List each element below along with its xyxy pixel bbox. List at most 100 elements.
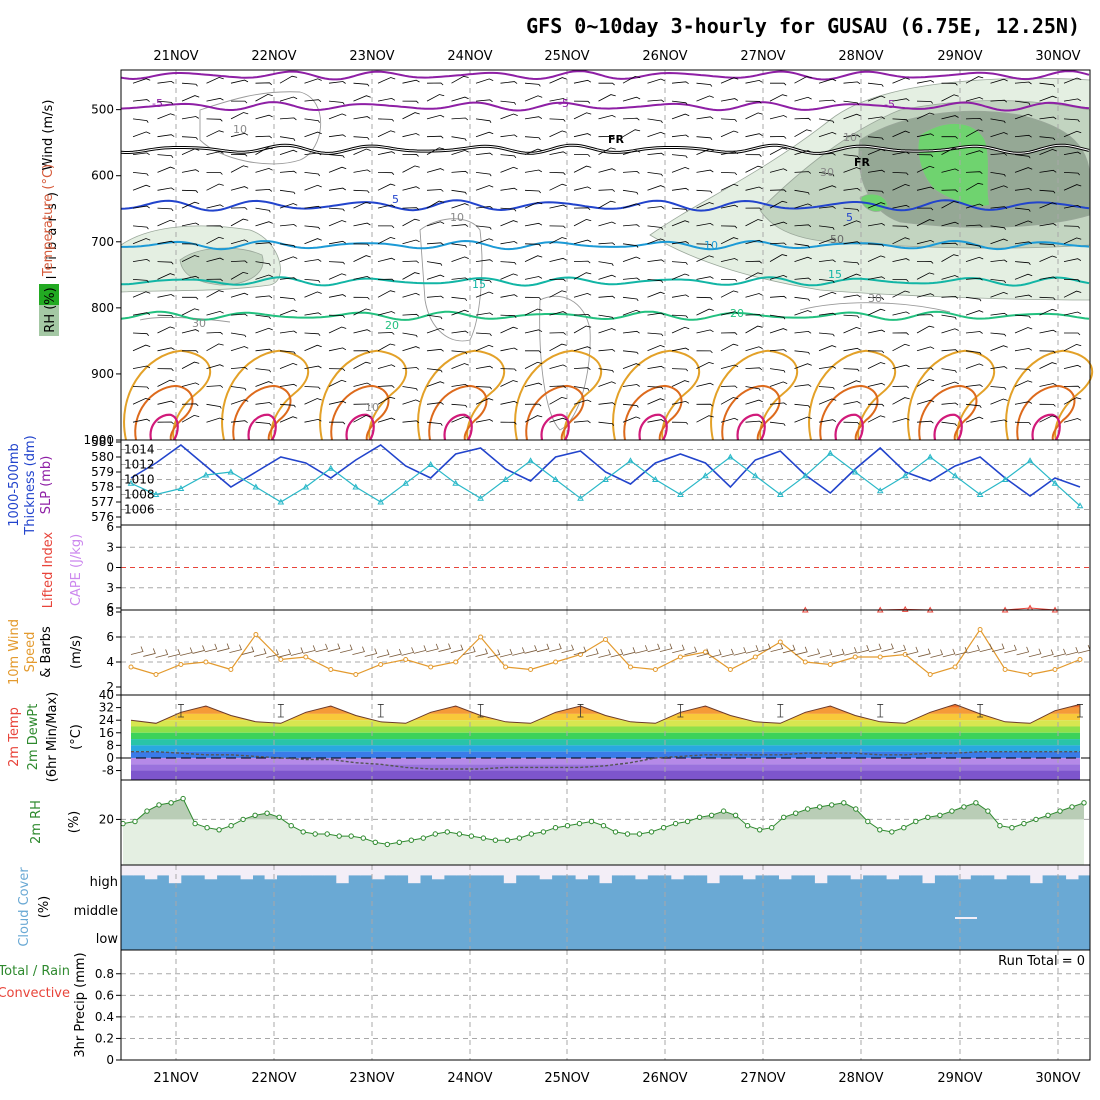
y-tick-label: 579 <box>91 465 114 479</box>
wind-barb <box>916 325 935 334</box>
date-labels-top: 21NOV 22NOV 23NOV 24NOV 25NOV 26NOV 27NOV 28NOV… <box>153 49 1080 64</box>
wind-barb <box>769 421 786 427</box>
wind-barb <box>818 312 836 316</box>
wind-barb <box>255 135 272 139</box>
cloud-high-gap <box>133 865 146 876</box>
rh2m-point <box>348 833 354 839</box>
wind10m-barb <box>573 646 587 656</box>
wind-barb <box>1014 421 1032 425</box>
wind-barb <box>353 243 370 247</box>
wind-barb <box>916 272 935 280</box>
temp-contour-minus5 <box>120 101 1090 112</box>
wind-barb <box>720 364 739 369</box>
wind10m-barb <box>413 645 427 654</box>
cloud-level-low: low <box>96 932 119 947</box>
wind-barb <box>647 398 665 405</box>
wind-barb <box>1014 220 1033 227</box>
wind10m-barb <box>991 643 1005 653</box>
wind-barb <box>475 279 492 283</box>
label-5-b: 5 <box>846 211 853 224</box>
wind-barb <box>549 257 567 262</box>
rh2m-point <box>997 823 1003 829</box>
wind10m-barb <box>352 646 365 655</box>
wind-barb <box>720 118 738 122</box>
temp-contour-35 <box>1031 413 1061 441</box>
wind-barb <box>426 327 445 334</box>
temp-contour-35 <box>247 413 277 441</box>
wind10m-barb <box>1028 648 1042 658</box>
slp-point <box>776 490 784 497</box>
wind-barb <box>157 421 174 425</box>
wind10m-point <box>852 654 858 660</box>
wind-barb <box>573 292 592 298</box>
wind-barb <box>451 350 468 355</box>
wind-barb <box>255 207 271 213</box>
wind-barb <box>1063 397 1082 405</box>
cloud-high-gap <box>886 865 899 880</box>
wind-barb <box>475 365 494 369</box>
temp-band <box>131 739 1080 746</box>
cloud-high-gap <box>671 865 684 880</box>
wind-barb <box>377 343 396 352</box>
wind-barb <box>892 332 909 336</box>
rh2m-point <box>228 823 234 829</box>
wind10m-point <box>652 667 658 672</box>
wind-barb <box>426 200 445 209</box>
date-label-top: 30NOV <box>1035 49 1080 64</box>
wind-barb <box>255 114 273 120</box>
temp-contour-35 <box>443 413 473 441</box>
wind-barb <box>769 221 788 227</box>
wind-barb <box>622 75 641 84</box>
wind-barb <box>353 148 371 155</box>
wind-barb <box>941 275 959 280</box>
wind-barb <box>1063 118 1080 123</box>
li-label-2: CAPE (J/kg) <box>69 534 84 606</box>
wind-barb <box>1014 113 1033 120</box>
thickness-frame <box>120 439 1091 526</box>
cloud-high-gap <box>1042 865 1055 876</box>
cloud-high-gap <box>659 865 672 876</box>
rh2m-point <box>612 829 619 835</box>
wind-barb <box>892 237 910 245</box>
wind-barb <box>1014 207 1031 212</box>
wind-barb <box>353 415 371 423</box>
wind-barb <box>328 207 345 212</box>
wind-barb <box>328 113 347 120</box>
wind-barb <box>573 420 591 424</box>
wind-barb <box>500 241 518 245</box>
wind-barb <box>1063 225 1081 229</box>
rh2m-point <box>937 812 943 818</box>
wind-barb <box>475 419 494 423</box>
wind-barb <box>843 294 861 298</box>
wind-barb <box>916 420 934 424</box>
wind-barb <box>941 421 957 427</box>
wind-barb <box>622 150 641 155</box>
slp-point <box>377 498 385 505</box>
wind10m-line <box>130 628 1081 676</box>
wind-barb <box>525 350 542 354</box>
y-tick-label: 8 <box>106 605 114 619</box>
wind-barb <box>279 96 298 102</box>
wind-barb <box>549 290 567 298</box>
wind-barb <box>696 255 714 262</box>
wind-barb <box>990 345 1008 352</box>
wind-barb <box>206 257 224 262</box>
wind-barb <box>867 308 886 316</box>
wind-barb <box>500 347 518 352</box>
wind-barb <box>304 152 322 156</box>
wind-barb <box>549 278 566 282</box>
wind-barb <box>181 308 200 316</box>
cloud-high-gap <box>790 865 804 876</box>
wind-barb <box>524 403 542 407</box>
wind-barb <box>279 75 298 84</box>
wind-barb <box>451 256 469 262</box>
label-15-b: 15 <box>828 268 842 281</box>
date-label-bottom: 27NOV <box>740 1071 785 1086</box>
wind10m-point <box>603 637 608 642</box>
wind10m-barb <box>782 644 796 654</box>
wind-barb <box>794 76 812 84</box>
wind10m-point <box>802 659 808 665</box>
rh-legend-swatch-light <box>39 305 59 336</box>
wind-barb <box>328 273 347 280</box>
wind-barb <box>598 242 616 246</box>
